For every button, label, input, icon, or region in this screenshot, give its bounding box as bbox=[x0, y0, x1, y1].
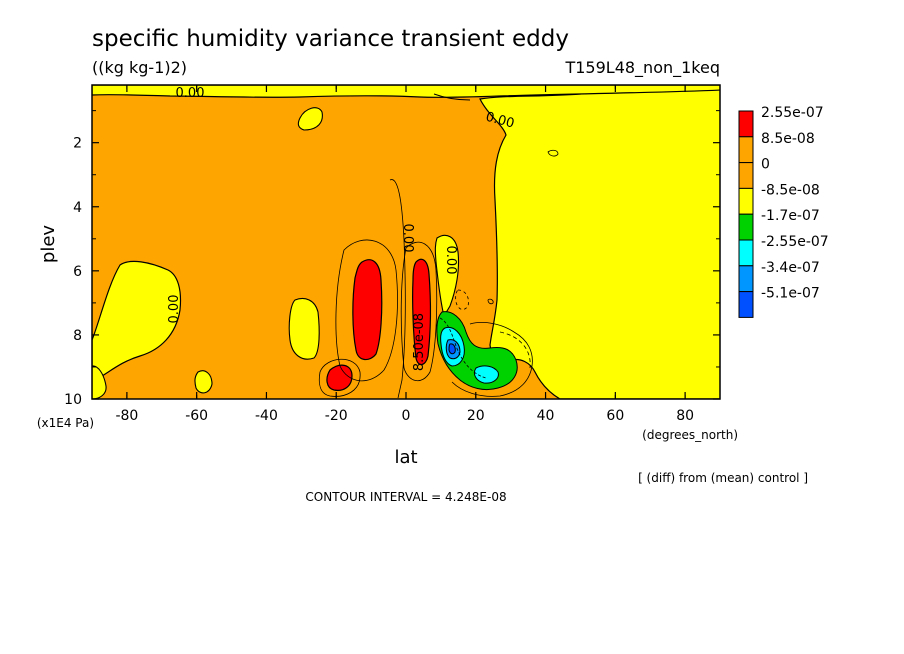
x-tick-label: 0 bbox=[402, 408, 411, 424]
x-tick-label: -20 bbox=[325, 408, 348, 424]
y-tick-label: 8 bbox=[73, 328, 82, 344]
experiment-label: T159L48_non_1keq bbox=[564, 58, 720, 78]
contour-label-positive: 8.50e-08 bbox=[412, 313, 427, 371]
colorbar-label: 8.5e-08 bbox=[761, 131, 815, 147]
x-tick-label: 20 bbox=[467, 408, 485, 424]
contour-lines bbox=[318, 93, 559, 399]
negative-blob-c bbox=[194, 370, 213, 394]
contour-label-center: 0.00 bbox=[400, 224, 415, 253]
x-tick-label: -60 bbox=[185, 408, 208, 424]
plot-field: 0.00 0.00 0.00 0.00 0.00 8.50e-08 bbox=[92, 85, 720, 399]
y-axis-label: plev bbox=[38, 225, 59, 264]
chart-title: specific humidity variance transient edd… bbox=[92, 26, 569, 52]
negative-core-deepblue bbox=[448, 343, 456, 355]
contour-interval: CONTOUR INTERVAL = 4.248E-08 bbox=[305, 490, 506, 504]
colorbar-label: -1.7e-07 bbox=[761, 208, 820, 224]
contour-label-equator: 0.00 bbox=[443, 246, 458, 275]
colorbar-swatch bbox=[738, 162, 754, 189]
contour-label-west: 0.00 bbox=[167, 295, 182, 324]
y-axis-units: (x1E4 Pa) bbox=[37, 416, 94, 430]
colorbar-swatch bbox=[738, 239, 754, 267]
negative-blob-b bbox=[297, 107, 323, 131]
x-tick-label: -40 bbox=[255, 408, 278, 424]
y-tick-label: 4 bbox=[73, 200, 82, 216]
colorbar-label: -3.4e-07 bbox=[761, 260, 820, 276]
contour-label-upper-right: 0.00 bbox=[484, 110, 516, 132]
x-axis: -80 -60 -40 -20 0 20 40 60 80 bbox=[115, 85, 694, 424]
x-axis-units: (degrees_north) bbox=[642, 428, 738, 442]
x-axis-label: lat bbox=[394, 447, 417, 468]
colorbar-label: -2.55e-07 bbox=[761, 234, 829, 250]
colorbar-label: 2.55e-07 bbox=[761, 105, 824, 121]
negative-region-east bbox=[479, 87, 720, 399]
y-tick-label: 10 bbox=[64, 392, 82, 408]
contour-label-top: 0.00 bbox=[176, 86, 205, 101]
x-tick-label: -80 bbox=[115, 408, 138, 424]
colorbar-legend: 2.55e-07 8.5e-08 0 -8.5e-08 -1.7e-07 -2.55e-0… bbox=[738, 105, 829, 318]
positive-max-equator bbox=[412, 258, 431, 366]
colorbar-label: -8.5e-08 bbox=[761, 182, 820, 198]
y-tick-label: 2 bbox=[73, 136, 82, 152]
colorbar-swatch bbox=[738, 187, 754, 215]
diff-note: [ (diff) from (mean) control ] bbox=[638, 471, 808, 485]
colorbar-label: -5.1e-07 bbox=[761, 286, 820, 302]
colorbar-label: 0 bbox=[761, 157, 770, 173]
colorbar-swatch bbox=[738, 110, 754, 138]
y-tick-label: 6 bbox=[73, 264, 82, 280]
colorbar-swatch bbox=[738, 136, 754, 164]
units-label: ((kg kg-1)2) bbox=[92, 58, 187, 77]
negative-core-cyan-east bbox=[473, 365, 499, 384]
negative-lobe-west bbox=[92, 260, 182, 383]
x-tick-label: 60 bbox=[606, 408, 624, 424]
y-axis: 2 4 6 8 10 bbox=[64, 110, 720, 408]
positive-max-lower bbox=[326, 364, 353, 391]
colorbar-swatch bbox=[738, 213, 754, 241]
colorbar-swatch bbox=[738, 265, 754, 293]
positive-max-south bbox=[352, 259, 383, 361]
x-tick-label: 40 bbox=[537, 408, 555, 424]
colorbar-swatch bbox=[738, 291, 754, 318]
negative-strip-equator bbox=[434, 234, 460, 318]
x-tick-label: 80 bbox=[676, 408, 694, 424]
negative-blob-a bbox=[288, 297, 320, 360]
